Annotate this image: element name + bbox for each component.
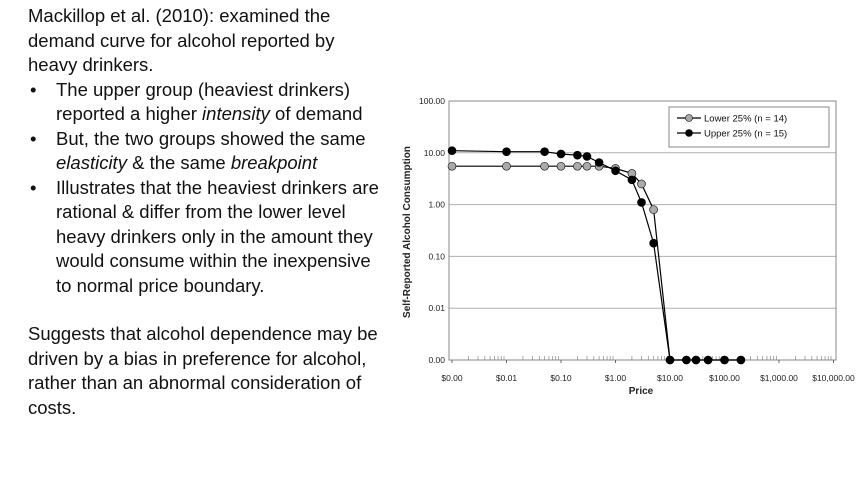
data-point — [447, 161, 457, 171]
data-point — [665, 355, 675, 365]
y-tick-label: 0.00 — [428, 355, 445, 365]
data-point — [447, 146, 457, 155]
legend-box — [668, 106, 830, 148]
intro-paragraph: Mackillop et al. (2010): examined the de… — [28, 5, 335, 75]
legend-marker — [685, 114, 693, 122]
x-tick-label: $10,000.00 — [812, 373, 855, 383]
data-point — [540, 161, 549, 171]
bullet-text: Illustrates that the heaviest drinkers a… — [56, 176, 379, 296]
data-point — [582, 152, 592, 161]
y-tick-label: 1.00 — [428, 200, 445, 210]
data-point — [691, 355, 701, 365]
y-tick-label: 10.00 — [424, 148, 446, 158]
data-point — [682, 355, 691, 365]
data-point — [649, 238, 658, 248]
data-point — [627, 175, 637, 185]
x-tick-label: $0.10 — [550, 373, 572, 383]
data-point — [703, 355, 713, 365]
x-axis-title: Price — [629, 386, 654, 397]
plot-frame — [448, 100, 837, 361]
data-point — [573, 150, 582, 160]
data-point — [556, 161, 566, 171]
emphasized-term: intensity — [202, 103, 270, 124]
data-point — [649, 205, 658, 214]
series-line — [451, 150, 741, 361]
bullet-text: & the same — [126, 152, 231, 173]
bullet-text: of demand — [269, 103, 363, 124]
legend-marker — [685, 129, 693, 137]
data-point — [582, 161, 592, 171]
data-point — [637, 179, 646, 189]
bullet-item: Illustrates that the heaviest drinkers a… — [28, 176, 388, 299]
bullet-list: The upper group (heaviest drinkers) repo… — [28, 78, 388, 299]
data-point — [502, 161, 511, 171]
data-point — [720, 355, 729, 365]
data-point — [573, 161, 582, 171]
y-tick-label: 0.01 — [428, 303, 445, 313]
bullet-item: The upper group (heaviest drinkers) repo… — [28, 78, 388, 127]
bullet-text: The upper group (heaviest drinkers) repo… — [56, 78, 351, 125]
series-line — [452, 165, 741, 361]
data-point — [502, 147, 511, 157]
data-point — [611, 166, 620, 176]
bullet-item: But, the two groups showed the same elas… — [28, 127, 388, 176]
conclusion-paragraph: Suggests that alcohol dependence may be … — [28, 323, 378, 418]
data-point — [594, 158, 604, 167]
y-tick-label: 100.00 — [419, 96, 445, 106]
data-point — [637, 198, 646, 207]
legend-label: Lower 25% (n = 14) — [704, 114, 787, 125]
emphasized-term: breakpoint — [230, 152, 318, 173]
y-axis-title: Self-Reported Alcohol Consumption — [402, 146, 413, 318]
text-panel: Mackillop et al. (2010): examined the de… — [28, 4, 388, 420]
data-point — [736, 355, 746, 365]
bullet-text: But, the two groups showed the same — [56, 127, 366, 149]
x-tick-label: $1,000.00 — [760, 373, 798, 383]
data-point — [556, 149, 566, 159]
x-tick-label: $0.00 — [441, 373, 463, 383]
data-point — [540, 147, 549, 157]
legend-label: Upper 25% (n = 15) — [704, 129, 787, 140]
x-tick-label: $0.01 — [496, 373, 518, 383]
x-tick-label: $1.00 — [605, 373, 627, 383]
x-tick-label: $100.00 — [709, 373, 740, 383]
y-tick-label: 0.10 — [428, 251, 445, 261]
emphasized-term: elasticity — [56, 152, 127, 173]
x-tick-label: $10.00 — [657, 373, 683, 383]
